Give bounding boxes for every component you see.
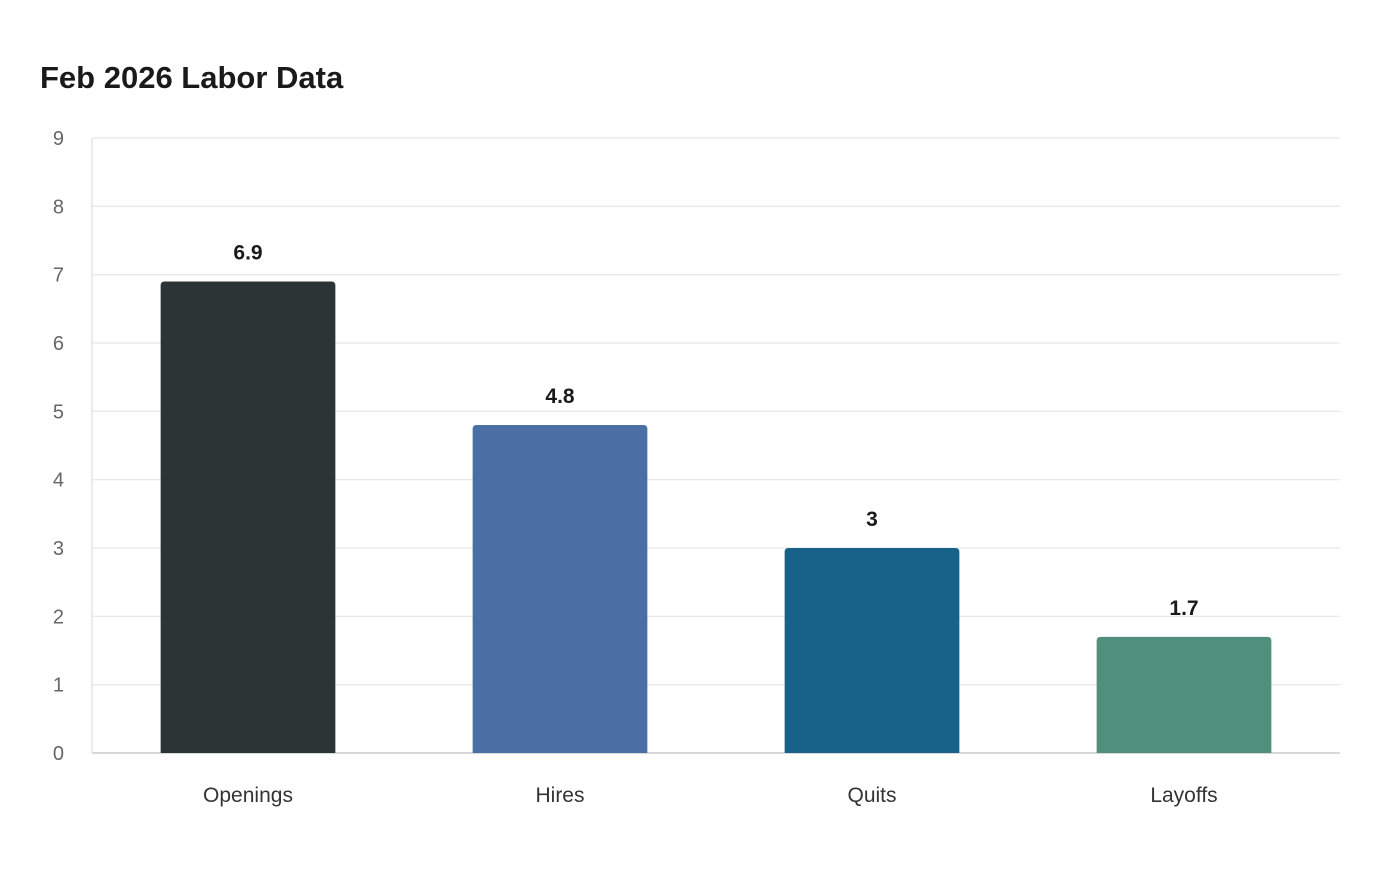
y-tick-label: 5 — [53, 401, 64, 423]
y-tick-label: 8 — [53, 196, 64, 218]
bar-openings — [160, 281, 336, 753]
category-label-hires: Hires — [535, 784, 584, 807]
y-tick-label: 2 — [53, 606, 64, 628]
category-label-openings: Openings — [203, 784, 293, 807]
y-tick-label: 3 — [53, 538, 64, 560]
data-label-quits: 3 — [866, 508, 878, 531]
y-tick-labels: 0 1 2 3 4 5 6 7 8 9 — [53, 128, 64, 765]
data-label-openings: 6.9 — [233, 242, 262, 265]
bar-quits — [784, 548, 960, 753]
category-labels: Openings Hires Quits Layoffs — [203, 784, 1218, 807]
category-label-quits: Quits — [847, 784, 896, 807]
y-tick-label: 7 — [53, 265, 64, 287]
data-label-hires: 4.8 — [545, 385, 575, 408]
bars — [160, 281, 1272, 753]
chart-title: Feb 2026 Labor Data — [40, 60, 344, 95]
bar-hires — [472, 425, 648, 753]
bar-layoffs — [1096, 636, 1272, 753]
y-tick-label: 1 — [53, 675, 64, 697]
y-tick-label: 6 — [53, 333, 64, 355]
y-tick-label: 9 — [53, 128, 64, 150]
y-tick-label: 0 — [53, 743, 64, 765]
y-tick-label: 4 — [53, 470, 64, 492]
data-label-layoffs: 1.7 — [1169, 597, 1198, 620]
data-labels: 6.9 4.8 3 1.7 — [233, 242, 1198, 620]
category-label-layoffs: Layoffs — [1150, 784, 1217, 807]
